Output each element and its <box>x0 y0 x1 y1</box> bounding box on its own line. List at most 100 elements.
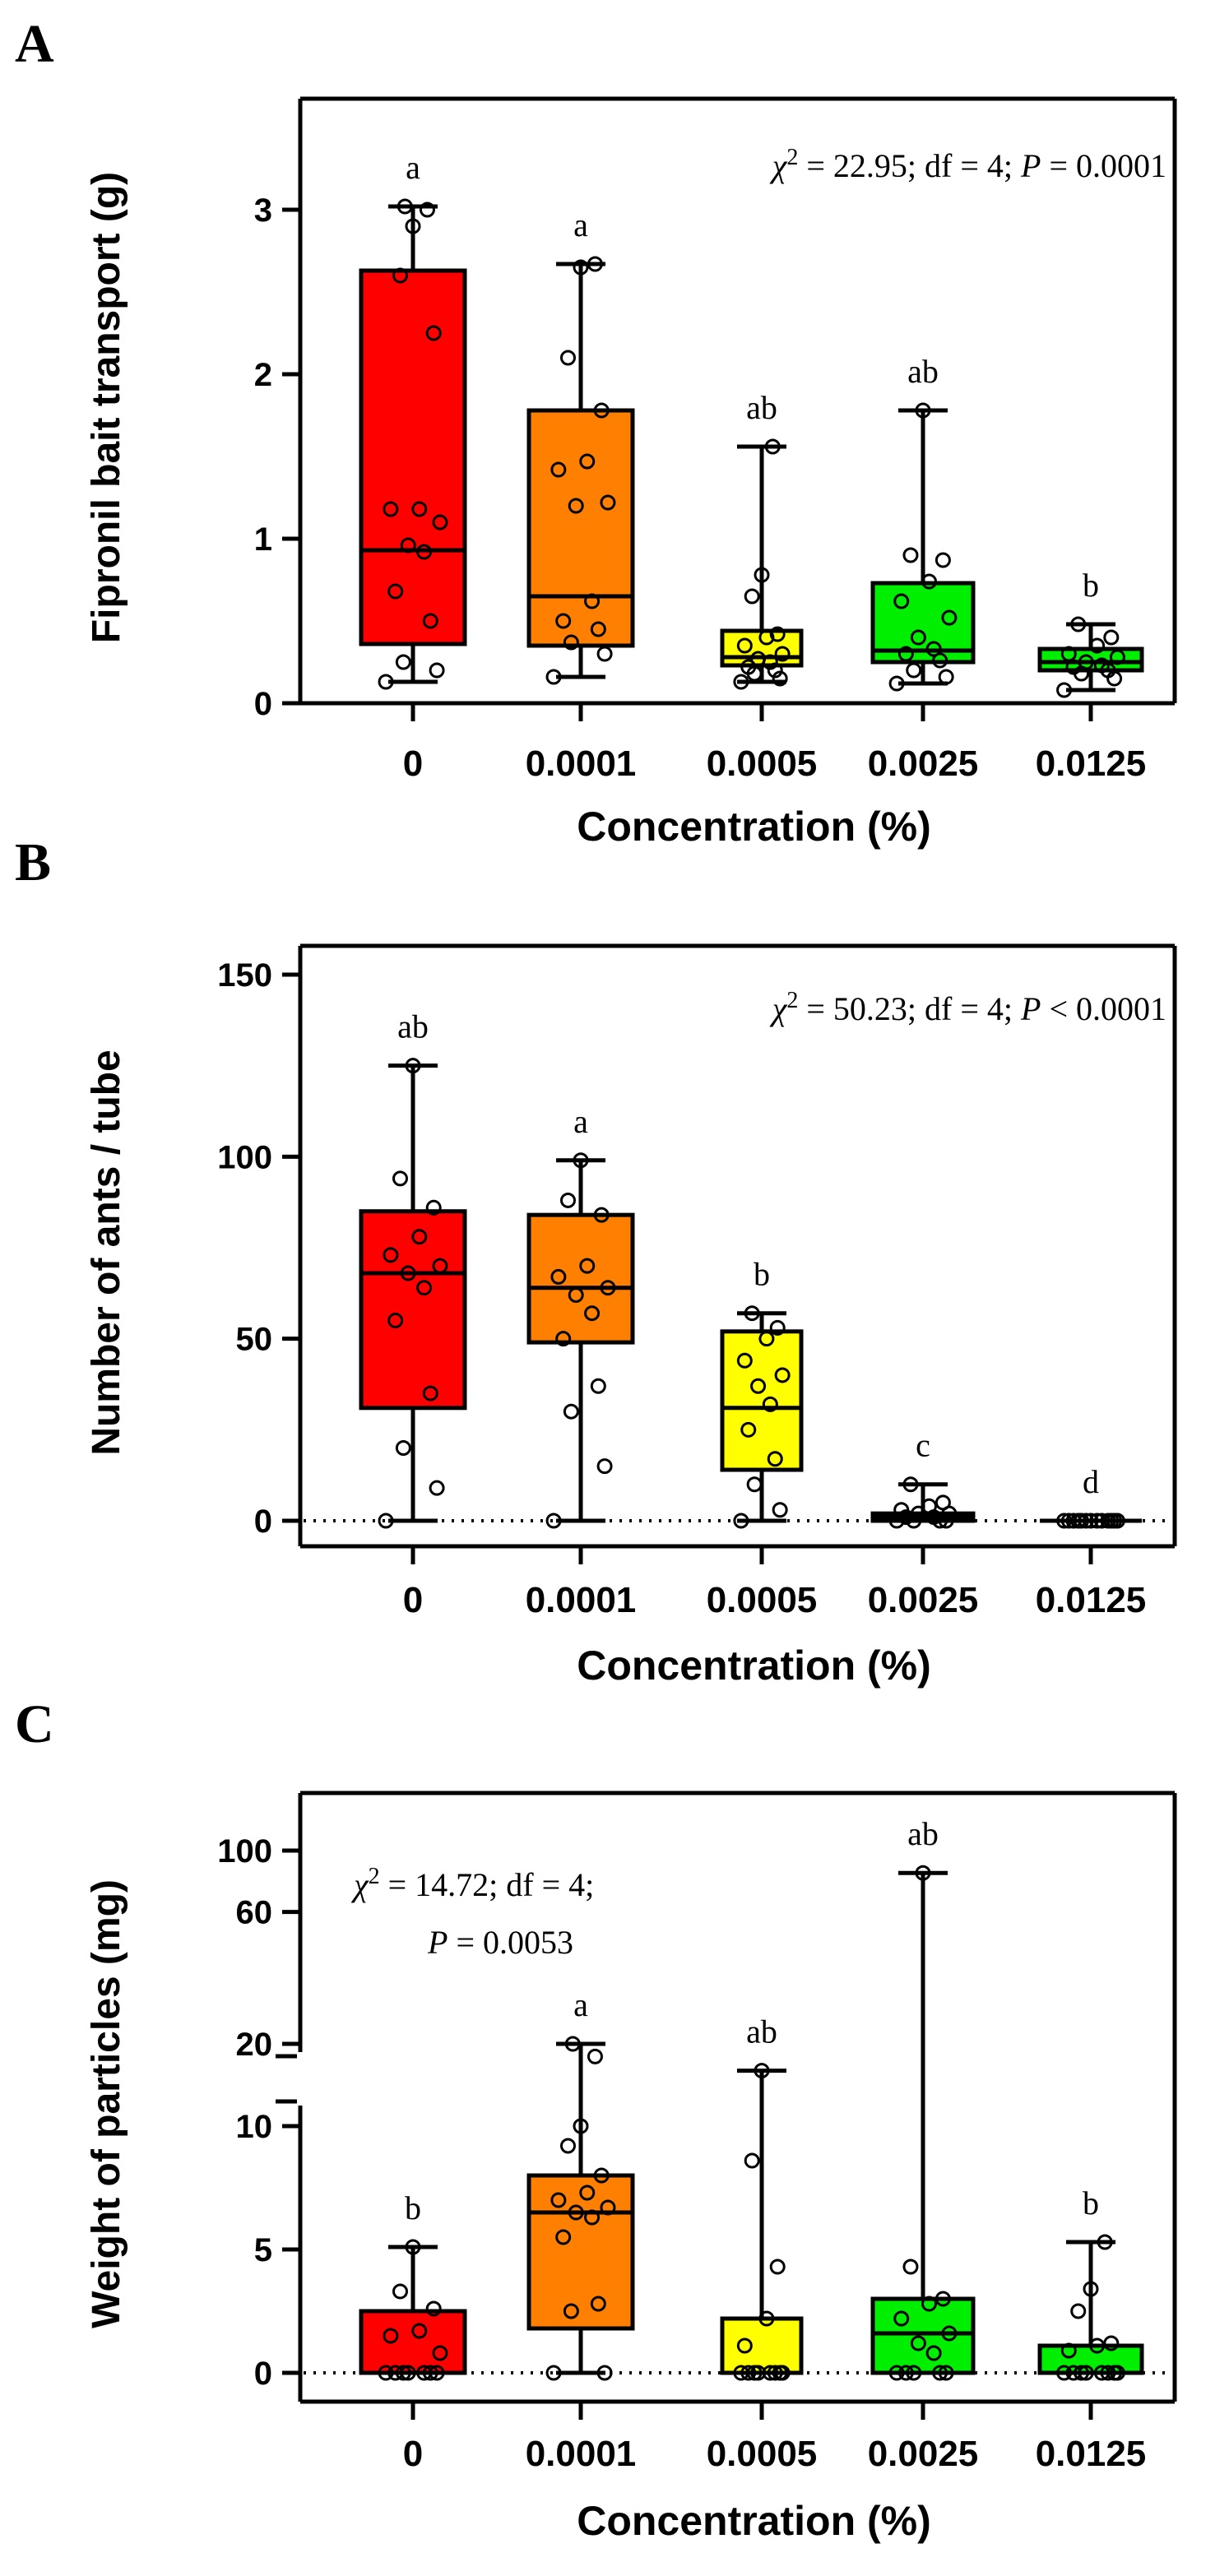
chi-superscript: 2 <box>786 145 798 170</box>
data-point <box>378 674 394 690</box>
data-point <box>587 256 603 272</box>
data-point <box>736 2337 753 2354</box>
data-point <box>555 613 572 629</box>
data-point <box>395 2365 411 2381</box>
y-tick-label: 5 <box>254 2232 272 2268</box>
data-point <box>400 1265 416 1281</box>
significance-letter: ab <box>746 2013 777 2050</box>
box-0.0025: ab <box>870 353 976 692</box>
data-point <box>915 402 931 419</box>
x-tick-label: 0.0125 <box>1036 2434 1147 2474</box>
data-point <box>744 2152 760 2169</box>
data-point <box>600 2199 616 2216</box>
significance-letter: a <box>573 206 588 243</box>
data-point <box>1060 646 1077 662</box>
significance-letter: b <box>1083 2185 1099 2222</box>
significance-letter: a <box>573 1986 588 2023</box>
data-point <box>400 2365 416 2381</box>
stats-p-value: = 0.0053 <box>448 1924 573 1961</box>
box-0.0125: b <box>1037 2185 1144 2381</box>
data-point <box>587 2048 603 2064</box>
y-tick-label: 100 <box>217 1139 272 1175</box>
data-point <box>416 2365 433 2381</box>
data-point <box>1083 2281 1099 2297</box>
x-axis-title: Concentration (%) <box>577 2498 931 2544</box>
data-point <box>921 1498 938 1514</box>
data-point <box>378 1513 394 1529</box>
data-point <box>758 1331 775 1347</box>
data-point <box>579 1258 596 1274</box>
data-point <box>411 1229 428 1245</box>
data-point <box>888 675 905 692</box>
box-0.0001: a <box>526 206 635 685</box>
x-tick-label: 0.0001 <box>526 2434 637 2474</box>
data-point <box>1103 629 1120 646</box>
data-point <box>1093 657 1110 674</box>
data-point <box>1078 1513 1094 1529</box>
data-point <box>422 2365 438 2381</box>
data-point <box>397 198 413 215</box>
data-point <box>563 634 579 651</box>
data-point <box>1093 2365 1110 2381</box>
stats-annotation-line2: P = 0.0053 <box>427 1924 573 1961</box>
panel-letter-a: A <box>15 14 54 74</box>
significance-letter: d <box>1083 1463 1099 1500</box>
data-point <box>941 2325 958 2342</box>
data-point <box>555 2229 572 2245</box>
x-tick-label: 0.0025 <box>868 2434 979 2474</box>
stats-annotation: χ2 = 50.23; df = 4; P < 0.0001 <box>769 988 1166 1028</box>
box-0.0125: d <box>1040 1463 1142 1529</box>
data-point <box>1070 2303 1087 2319</box>
data-point <box>425 325 442 341</box>
box-iqr <box>359 2309 467 2375</box>
data-point <box>774 646 791 662</box>
x-tick-label: 0.0005 <box>707 744 818 784</box>
significance-letter: b <box>1083 567 1099 604</box>
data-point <box>425 1199 442 1216</box>
data-point <box>769 2259 786 2275</box>
x-tick-label: 0.0001 <box>526 1580 637 1620</box>
x-tick-label: 0.0125 <box>1036 1580 1147 1620</box>
significance-letter: a <box>406 149 420 186</box>
panel-a: A 0 1 2 3 0 0.0001 0.0005 0.0025 0.0125 Concentrat… <box>15 14 1177 850</box>
data-point <box>545 669 562 685</box>
data-point <box>774 2365 791 2381</box>
y-tick-label: 60 <box>236 1895 273 1931</box>
y-tick-label: 100 <box>217 1833 272 1869</box>
y-tick-label: 0 <box>254 1503 272 1540</box>
box-iqr <box>526 408 635 648</box>
panel-b: B 0 50 100 150 0 0.0001 0.0005 0.0025 0.0125 Conce… <box>15 832 1177 1689</box>
data-point <box>579 453 596 470</box>
data-point <box>395 654 411 670</box>
data-point <box>772 670 788 687</box>
box-0: a <box>359 149 467 690</box>
data-point <box>584 1305 601 1322</box>
box-iqr <box>359 1209 467 1411</box>
data-point <box>405 2239 421 2255</box>
data-point <box>740 2365 757 2381</box>
panel-c: C 0 5 10 20 60 100 0 0.0001 0.0005 0.0025 0.0125 Con… <box>15 1694 1177 2544</box>
data-point <box>593 402 610 419</box>
data-point <box>590 2296 606 2312</box>
data-point <box>559 2138 576 2154</box>
data-point <box>932 652 948 669</box>
box-iqr <box>526 1212 635 1345</box>
data-point <box>545 1513 562 1529</box>
stats-p-value: < 0.0001 <box>1041 990 1166 1027</box>
data-point <box>550 2192 567 2208</box>
stats-chi-df: = 50.23; df = 4; <box>798 990 1021 1027</box>
data-point <box>910 1505 926 1522</box>
data-point <box>925 641 942 657</box>
data-point <box>769 626 786 642</box>
data-point <box>893 2310 910 2327</box>
y-axis-title: Number of ants / tube <box>85 1049 128 1455</box>
chart-layer: A 0 1 2 3 0 0.0001 0.0005 0.0025 0.0125 Concentrat… <box>15 14 1177 2544</box>
y-tick-label: 3 <box>254 192 272 229</box>
data-point <box>910 2335 926 2351</box>
data-point <box>383 501 399 517</box>
data-point <box>935 2291 951 2307</box>
data-point <box>736 1352 753 1369</box>
box-0.0005: ab <box>720 2013 804 2381</box>
box-iqr <box>720 628 804 668</box>
x-tick-label: 0.0005 <box>707 2434 818 2474</box>
